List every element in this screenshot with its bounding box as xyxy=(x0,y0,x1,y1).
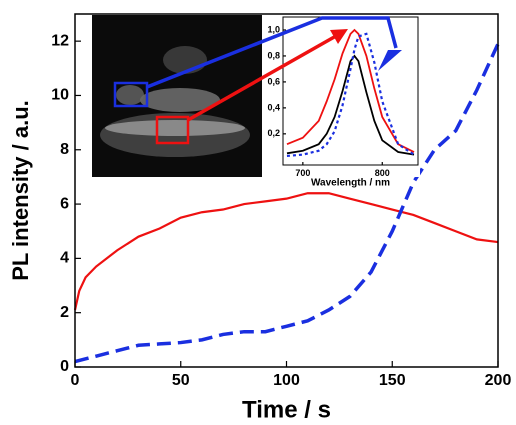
photo-glow xyxy=(105,120,245,136)
photo-inset xyxy=(92,15,262,177)
y-axis-label: PL intensity / a.u. xyxy=(8,100,33,281)
y-tick-label: 0,4 xyxy=(267,102,280,112)
x-tick-label: 200 xyxy=(485,372,512,389)
blue-box xyxy=(113,81,149,108)
x-tick-label: 150 xyxy=(379,372,406,389)
y-tick-label: 10 xyxy=(51,87,69,104)
y-tick-label: 1,0 xyxy=(267,24,280,34)
y-tick-label: 4 xyxy=(60,250,69,267)
red-arrow xyxy=(187,34,337,122)
x-tick-label: 50 xyxy=(172,372,190,389)
x-tick-label: 0 xyxy=(71,372,80,389)
x-tick-label: 700 xyxy=(295,168,310,178)
spectrum-inset: 700 800 0,2 0,4 0,6 0,8 1,0 Wavelength / nm xyxy=(267,16,419,189)
series-line xyxy=(286,32,415,158)
x-axis-label: Time / s xyxy=(242,396,331,423)
y-tick-label: 12 xyxy=(51,32,69,49)
blue-arrowhead xyxy=(378,50,402,71)
photo-glow xyxy=(116,85,144,105)
blue-arrow xyxy=(146,16,398,89)
x-axis-label: Wavelength / nm xyxy=(311,178,390,189)
photo-glow xyxy=(140,88,220,112)
red-arrowhead xyxy=(330,29,348,44)
y-tick-label: 0 xyxy=(60,358,69,375)
y-tick-label: 0,6 xyxy=(267,76,280,86)
series-line xyxy=(74,43,500,364)
photo-glow xyxy=(163,46,207,74)
main-plot: 0 50 100 150 200 0 2 4 6 8 10 12 Time / s PL intensit… xyxy=(8,13,512,423)
series-line xyxy=(73,192,499,311)
red-box xyxy=(155,115,190,145)
y-tick-label: 2 xyxy=(60,304,69,321)
y-tick-label: 6 xyxy=(60,195,69,212)
x-tick-label: 800 xyxy=(375,168,390,178)
y-tick-label: 8 xyxy=(60,141,69,158)
y-tick-label: 0,2 xyxy=(267,128,280,138)
y-tick-label: 0,8 xyxy=(267,50,280,60)
x-tick-label: 100 xyxy=(273,372,300,389)
series-line xyxy=(286,28,415,153)
